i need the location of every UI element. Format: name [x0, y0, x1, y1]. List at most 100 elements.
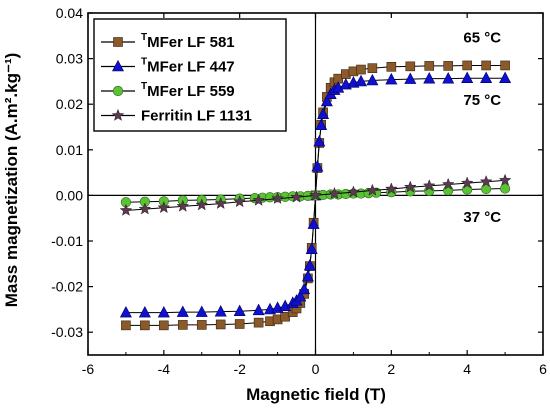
data-point — [480, 71, 493, 84]
legend-label-superscript: T — [141, 57, 147, 68]
x-tick-label: 4 — [463, 361, 471, 377]
data-point — [315, 118, 328, 130]
data-point — [290, 190, 303, 203]
legend-marker — [113, 37, 123, 47]
data-point — [177, 320, 188, 330]
data-point — [140, 320, 150, 331]
x-tick-label: -4 — [158, 361, 171, 377]
data-point — [157, 305, 170, 318]
data-point — [443, 61, 454, 71]
x-tick-label: -6 — [82, 361, 95, 377]
data-point — [442, 72, 455, 84]
legend-label-text: MFer LF 447 — [147, 59, 235, 76]
data-point — [176, 305, 189, 317]
data-point — [234, 319, 245, 329]
series-group — [119, 60, 512, 331]
data-point — [386, 62, 397, 72]
data-point — [405, 61, 416, 72]
data-point — [404, 72, 417, 84]
data-point — [176, 199, 190, 212]
data-point — [320, 94, 333, 107]
data-point — [332, 81, 345, 93]
data-point — [462, 184, 473, 195]
data-point — [233, 304, 246, 317]
data-point — [301, 269, 314, 282]
temperature-annotation: 65 °C — [463, 30, 501, 47]
data-point — [385, 72, 398, 85]
temperature-annotation: 37 °C — [463, 209, 501, 226]
legend-marker — [112, 59, 124, 72]
data-point — [309, 188, 322, 201]
data-point — [461, 71, 474, 84]
legend-label: TMFer LF 447 — [141, 57, 235, 76]
data-point — [279, 299, 292, 312]
y-tick-label: -0.03 — [51, 324, 83, 340]
data-point — [233, 195, 247, 208]
legend-label-text: MFer LF 559 — [147, 83, 235, 100]
data-point — [303, 258, 316, 271]
data-point — [479, 175, 493, 188]
x-tick-label: 0 — [312, 361, 320, 377]
data-point — [157, 200, 171, 214]
data-point — [311, 160, 324, 172]
data-point — [271, 191, 284, 205]
y-tick-label: 0.01 — [56, 142, 83, 158]
legend-item: TMFer LF 559 — [101, 81, 235, 100]
x-tick-label: 2 — [387, 361, 395, 377]
y-tick-label: 0.04 — [56, 5, 83, 21]
data-point — [384, 182, 398, 195]
data-point — [498, 173, 512, 186]
x-tick-label: 6 — [539, 361, 547, 377]
data-point — [138, 305, 151, 318]
y-tick-label: 0.02 — [56, 96, 83, 112]
legend-label: TMFer LF 581 — [141, 32, 235, 51]
data-point — [367, 63, 378, 73]
data-point — [499, 183, 511, 194]
data-point — [214, 196, 228, 210]
data-point — [294, 289, 307, 302]
data-point — [253, 317, 264, 328]
y-tick-label: -0.01 — [51, 233, 83, 249]
y-tick-label: 0.03 — [56, 51, 83, 67]
y-tick-label: 0.00 — [56, 187, 83, 203]
data-point — [252, 303, 265, 316]
data-point — [355, 74, 367, 87]
data-point — [305, 242, 318, 255]
ticks-group: -6 -4 -2 0 2 4 6 -0.03 -0.02 -0.01 0.00 0.01 0.02 0.0… — [51, 5, 547, 377]
data-point — [195, 198, 209, 211]
legend-label-superscript: T — [141, 32, 147, 43]
y-axis-title: Mass magnetization (A.m².kg⁻¹) — [2, 53, 21, 308]
legend-label-text: MFer LF 581 — [147, 34, 235, 51]
legend-item: TMFer LF 581 — [101, 32, 235, 51]
data-point — [365, 183, 379, 196]
data-point — [441, 177, 455, 190]
y-tick-label: -0.02 — [51, 279, 83, 295]
data-point — [215, 319, 226, 330]
data-point — [366, 73, 379, 86]
legend-label: Ferritin LF 1131 — [141, 108, 252, 125]
temperature-annotation: 75 °C — [463, 92, 501, 109]
data-point — [424, 61, 435, 71]
data-point — [499, 71, 512, 84]
data-point — [462, 60, 472, 71]
series-4 — [119, 173, 512, 216]
data-point — [121, 320, 131, 331]
data-point — [422, 179, 436, 192]
legend-label: TMFer LF 559 — [141, 81, 235, 100]
data-point — [403, 180, 417, 193]
legend-marker — [112, 85, 124, 97]
data-point — [298, 282, 311, 295]
annotations: 65 °C 75 °C 37 °C — [463, 30, 501, 226]
data-point — [347, 185, 360, 198]
data-point — [252, 193, 266, 206]
x-tick-label: -2 — [233, 361, 246, 377]
data-point — [328, 186, 341, 200]
data-point — [356, 64, 366, 75]
data-point — [481, 60, 491, 71]
data-point — [423, 72, 436, 84]
data-point — [196, 320, 207, 330]
data-point — [307, 217, 320, 229]
data-point — [195, 305, 208, 317]
data-point — [313, 134, 326, 147]
